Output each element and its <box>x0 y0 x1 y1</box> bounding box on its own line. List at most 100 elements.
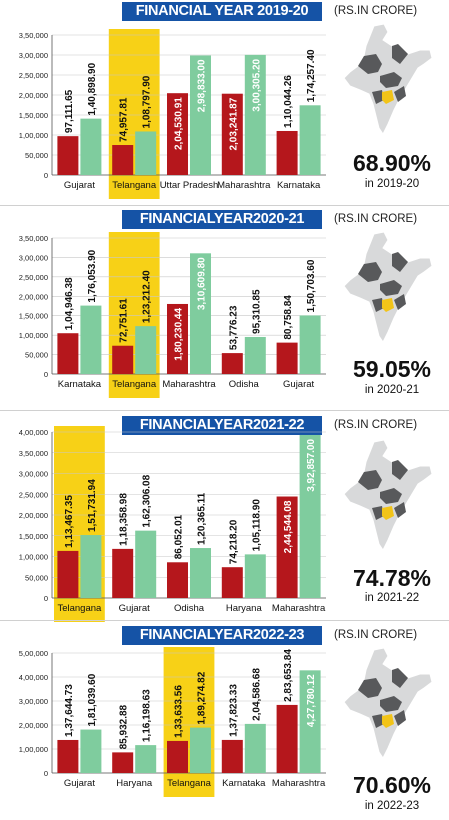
data-label-series-2: 4,27,780.12 <box>306 674 317 727</box>
x-tick-label: Gujarat <box>64 778 96 789</box>
data-label-series-1: 2,44,544.08 <box>283 500 294 553</box>
bar-series-1 <box>276 704 298 773</box>
panel-1-share-percent: 68.90% <box>352 150 431 176</box>
y-tick-label: 3,00,000 <box>19 697 48 706</box>
data-label-series-2: 1,23,212.40 <box>142 270 153 323</box>
data-label-series-1: 2,83,653.84 <box>283 649 294 702</box>
bar-series-2 <box>299 105 321 175</box>
data-label-series-2: 1,16,198.63 <box>142 689 153 742</box>
y-tick-label: 0 <box>44 370 48 379</box>
y-tick-label: 2,00,000 <box>19 511 48 520</box>
bar-series-2 <box>135 326 157 374</box>
x-tick-label: Gujarat <box>64 180 96 191</box>
data-label-series-1: 1,10,044.26 <box>283 75 294 128</box>
data-label-series-2: 1,89,274.82 <box>197 671 208 724</box>
data-label-series-2: 1,74,257.40 <box>306 49 317 102</box>
y-tick-label: 50,000 <box>25 351 48 360</box>
bar-series-2 <box>135 745 157 773</box>
data-label-series-2: 3,92,857.00 <box>306 439 317 492</box>
data-label-series-2: 1,50,703.60 <box>306 259 317 312</box>
y-tick-label: 4,00,000 <box>19 428 48 437</box>
panel-2-share-percent: 59.05% <box>352 356 431 382</box>
bar-series-2 <box>80 118 102 175</box>
y-tick-label: 0 <box>44 769 48 778</box>
bar-series-2 <box>244 554 266 598</box>
x-tick-label: Maharashtra <box>272 603 326 614</box>
data-label-series-1: 74,957.81 <box>119 97 130 142</box>
bar-series-2 <box>190 548 211 598</box>
panel-4-india-map <box>343 647 433 759</box>
bar-series-1 <box>112 548 134 598</box>
data-label-series-2: 1,05,118.90 <box>251 499 262 552</box>
y-tick-label: 1,00,000 <box>19 745 48 754</box>
data-label-series-2: 2,04,586.68 <box>251 668 262 721</box>
data-label-series-1: 1,18,358.98 <box>119 493 130 546</box>
y-tick-label: 2,50,000 <box>19 71 48 80</box>
data-label-series-1: 1,04,946.38 <box>64 277 75 330</box>
bar-series-2 <box>135 131 157 175</box>
data-label-series-1: 2,04,530.91 <box>174 97 185 150</box>
bar-series-2 <box>244 54 266 175</box>
y-tick-label: 2,00,000 <box>19 721 48 730</box>
bar-series-1 <box>167 303 188 374</box>
bar-series-1 <box>167 740 188 773</box>
x-tick-label: Gujarat <box>119 603 151 614</box>
y-tick-label: 4,00,000 <box>19 673 48 682</box>
panel-3-bar-chart: 0 50,000 1,00,000 1,50,000 2,00,000 2,50,000 3… <box>19 426 326 622</box>
panel-1-title: FINANCIAL YEAR 2019-20 <box>122 2 322 21</box>
panel-1-unit: (RS.IN CRORE) <box>334 5 418 17</box>
data-label-series-2: 3,00,305.20 <box>251 58 262 111</box>
bar-series-1 <box>167 562 188 598</box>
data-label-series-1: 2,03,241.87 <box>228 97 239 150</box>
data-label-series-1: 72,751.61 <box>119 298 130 343</box>
y-tick-label: 50,000 <box>25 573 48 582</box>
y-tick-label: 1,00,000 <box>19 331 48 340</box>
bar-series-1 <box>112 345 134 374</box>
data-label-series-1: 1,37,823.33 <box>228 684 239 737</box>
panel-1-bar-chart: 0 50,000 1,00,000 1,50,000 2,00,000 2,50,000 3… <box>19 29 326 199</box>
panel-2-india-map <box>343 231 433 343</box>
bar-series-1 <box>221 353 243 374</box>
panel-4-share-percent: 70.60% <box>352 772 431 798</box>
bar-series-1 <box>57 739 79 773</box>
y-tick-label: 2,00,000 <box>19 292 48 301</box>
x-tick-label: Telangana <box>112 379 157 390</box>
bar-series-2 <box>190 253 211 374</box>
x-tick-label: Odisha <box>229 379 260 390</box>
data-label-series-1: 1,13,467.35 <box>64 495 75 548</box>
bar-series-2 <box>299 670 321 773</box>
x-tick-label: Karnataka <box>222 778 266 789</box>
data-label-series-1: 86,052.01 <box>174 514 185 559</box>
y-tick-label: 50,000 <box>25 151 48 160</box>
bar-series-2 <box>80 305 102 374</box>
bar-series-1 <box>167 93 188 175</box>
data-label-series-2: 1,51,731.94 <box>87 479 98 532</box>
panel-2-title: FINANCIALYEAR2020-21 <box>122 210 322 229</box>
y-tick-label: 1,00,000 <box>19 131 48 140</box>
x-tick-label: Haryana <box>226 603 263 614</box>
x-tick-label: Maharashtra <box>217 180 271 191</box>
y-tick-label: 2,00,000 <box>19 91 48 100</box>
bar-series-1 <box>112 145 134 175</box>
bar-series-2 <box>244 723 266 773</box>
panel-separator <box>0 205 449 206</box>
data-label-series-2: 1,20,365.11 <box>197 492 208 545</box>
panel-separator <box>0 620 449 621</box>
bar-series-1 <box>276 496 298 598</box>
data-label-series-2: 95,310.85 <box>251 289 262 334</box>
bar-series-2 <box>190 55 211 176</box>
panel-2-bar-chart: 0 50,000 1,00,000 1,50,000 2,00,000 2,50,000 3… <box>19 232 326 398</box>
y-tick-label: 3,00,000 <box>19 51 48 60</box>
x-tick-label: Odisha <box>174 603 205 614</box>
bar-series-1 <box>221 739 243 773</box>
bar-series-2 <box>190 727 211 773</box>
y-tick-label: 0 <box>44 171 48 180</box>
y-tick-label: 3,00,000 <box>19 253 48 262</box>
data-label-series-2: 1,76,053.90 <box>87 249 98 302</box>
y-tick-label: 2,50,000 <box>19 490 48 499</box>
y-tick-label: 0 <box>44 594 48 603</box>
bar-series-1 <box>276 342 298 374</box>
y-tick-label: 1,50,000 <box>19 532 48 541</box>
y-tick-label: 3,00,000 <box>19 470 48 479</box>
bar-series-1 <box>57 136 79 175</box>
